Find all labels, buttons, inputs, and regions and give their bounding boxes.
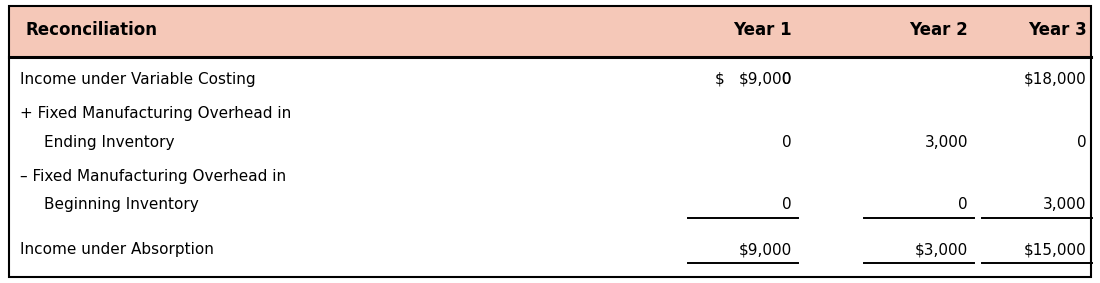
Text: 0: 0 [782, 72, 792, 87]
Text: Year 3: Year 3 [1028, 21, 1087, 39]
Text: Year 2: Year 2 [910, 21, 968, 39]
Text: – Fixed Manufacturing Overhead in: – Fixed Manufacturing Overhead in [20, 168, 286, 184]
Text: 0: 0 [958, 197, 968, 213]
Text: $15,000: $15,000 [1024, 242, 1087, 257]
Text: Year 1: Year 1 [734, 21, 792, 39]
Text: $: $ [715, 72, 725, 87]
Text: + Fixed Manufacturing Overhead in: + Fixed Manufacturing Overhead in [20, 106, 292, 121]
Text: Reconciliation: Reconciliation [25, 21, 157, 39]
Text: $9,000: $9,000 [739, 242, 792, 257]
Text: $18,000: $18,000 [1024, 72, 1087, 87]
Text: 0: 0 [1077, 134, 1087, 150]
Text: Beginning Inventory: Beginning Inventory [44, 197, 199, 213]
Text: Income under Variable Costing: Income under Variable Costing [20, 72, 255, 87]
Text: 0: 0 [782, 134, 792, 150]
Text: 0: 0 [782, 197, 792, 213]
Text: $9,000: $9,000 [739, 72, 792, 87]
Text: Ending Inventory: Ending Inventory [44, 134, 175, 150]
Text: $3,000: $3,000 [915, 242, 968, 257]
Text: 3,000: 3,000 [924, 134, 968, 150]
Text: 3,000: 3,000 [1043, 197, 1087, 213]
Text: Income under Absorption: Income under Absorption [20, 242, 213, 257]
Bar [9, 6, 1091, 57]
